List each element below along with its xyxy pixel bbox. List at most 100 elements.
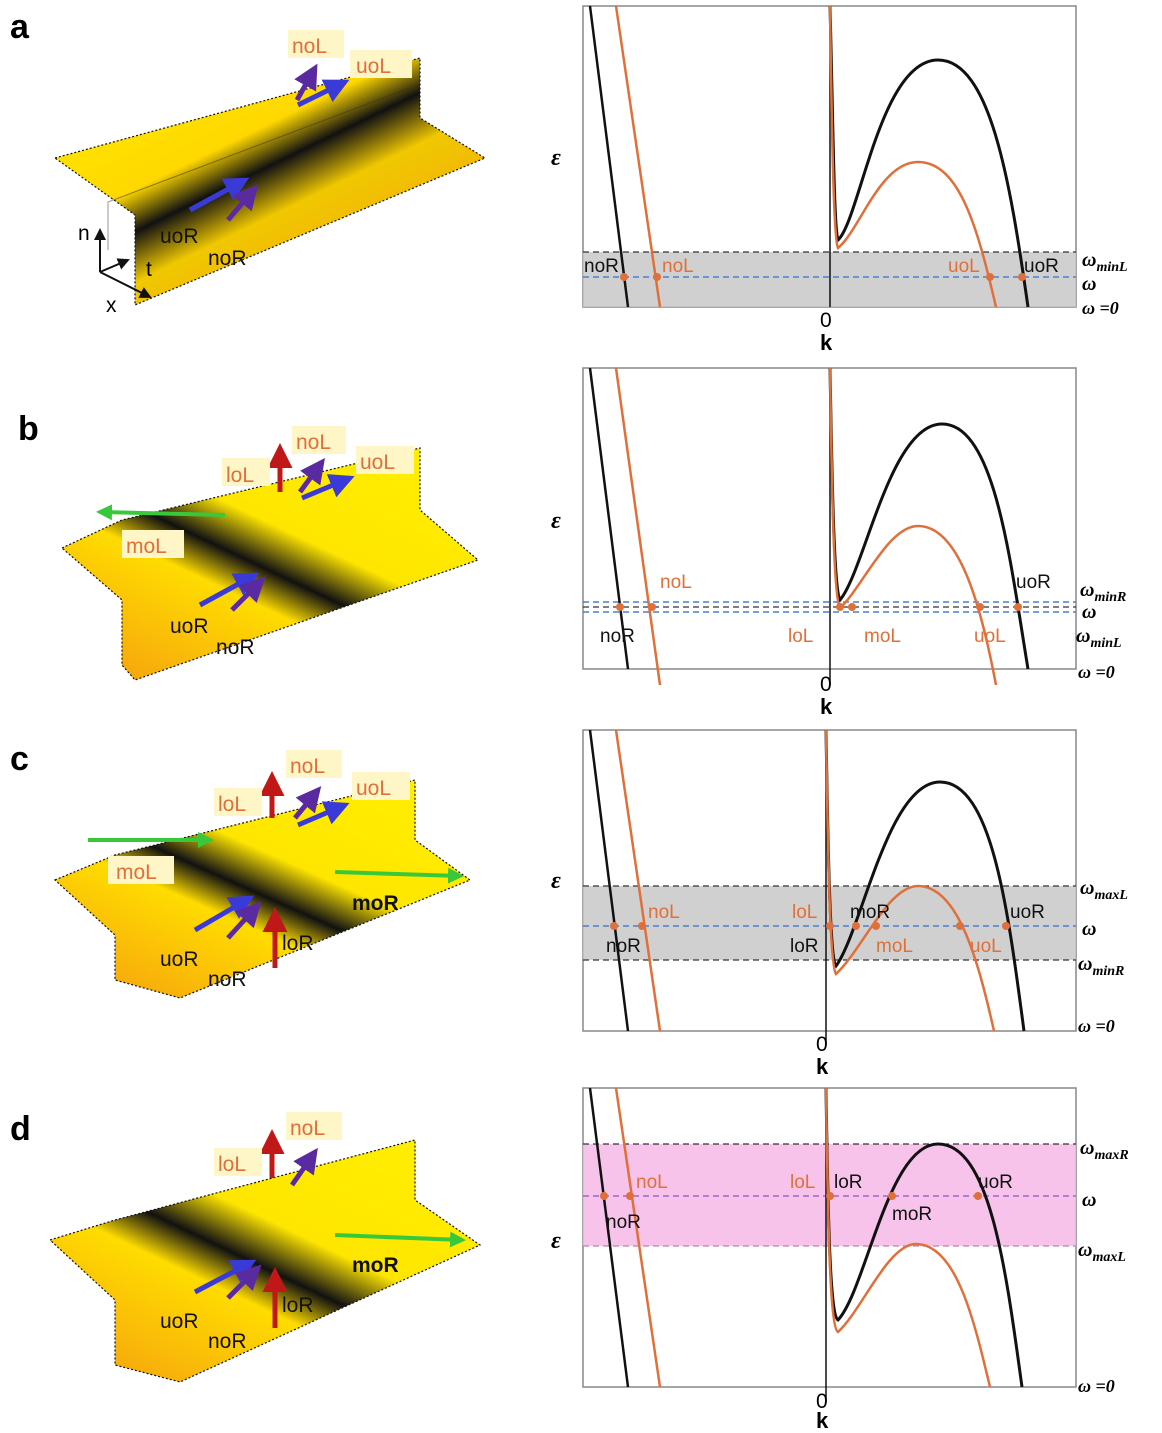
orange-branch-right <box>828 5 998 308</box>
omega-label: ωmaxL <box>1080 877 1128 903</box>
panel-a-plot: noR noL uoL uoR ε 0 k ωminL ω ω =0 <box>551 5 1128 355</box>
curve-label: noL <box>648 902 680 923</box>
axis-x-label: x <box>106 294 117 317</box>
curve-label: noR <box>584 256 619 277</box>
label-moL: moL <box>116 861 157 884</box>
panel-b-surface <box>60 447 480 681</box>
y-axis-epsilon: ε <box>551 508 561 534</box>
x-axis-k: k <box>816 1054 829 1079</box>
omega-label: ω =0 <box>1078 662 1115 682</box>
omega-label: ωminL <box>1076 625 1122 651</box>
label-loL: loL <box>218 793 246 816</box>
panel-a: a n x t noL uoL uoR noR <box>10 5 1128 355</box>
curve-label: loL <box>792 902 817 923</box>
omega-label: ω =0 <box>1082 298 1119 318</box>
label-noR: noR <box>216 636 255 659</box>
label-moL: moL <box>126 535 167 558</box>
omega-label: ωmaxL <box>1078 1239 1126 1265</box>
axis-t-label: t <box>146 258 152 281</box>
omega-label: ωminL <box>1082 249 1128 275</box>
curve-label: loR <box>790 936 819 957</box>
label-loL: loL <box>226 464 254 487</box>
intersection-dot <box>616 603 624 611</box>
label-noR: noR <box>208 968 247 991</box>
curve-label: moL <box>876 936 913 957</box>
omega-label: ω <box>1082 601 1096 623</box>
x-axis-k: k <box>820 330 833 355</box>
panel-a-surface <box>53 57 487 306</box>
curve-label: moR <box>892 1204 932 1225</box>
intersection-dot <box>1002 922 1010 930</box>
label-loR: loR <box>282 932 314 955</box>
panel-b-arrows <box>96 443 355 612</box>
x-zero-tick: 0 <box>820 673 832 696</box>
omega-label: ω <box>1082 273 1096 295</box>
x-axis-k: k <box>820 694 833 719</box>
label-noL: noL <box>290 1117 325 1140</box>
panel-c-surface <box>53 779 472 999</box>
intersection-dot <box>653 273 661 281</box>
curve-label: noR <box>606 1212 641 1233</box>
omega-label: ωminR <box>1078 953 1124 979</box>
label-uoR: uoR <box>160 1310 199 1333</box>
curve-label: noR <box>600 626 635 647</box>
panel-c-arrows <box>88 771 464 968</box>
panel-b: b loL noL uoL moL uoR noR <box>18 367 1126 719</box>
curve-label: uoR <box>1010 902 1045 923</box>
intersection-dot <box>974 1192 982 1200</box>
curve-label: uoL <box>970 936 1002 957</box>
label-moR: moR <box>352 1254 399 1277</box>
intersection-dot <box>872 922 880 930</box>
label-moR: moR <box>352 892 399 915</box>
intersection-dot <box>620 273 628 281</box>
intersection-dot <box>836 603 844 611</box>
label-noR: noR <box>208 1330 247 1353</box>
panel-a-letter: a <box>10 8 30 46</box>
panel-d: d loL noL moR uoR loR noR <box>10 1087 1129 1433</box>
intersection-dot <box>976 603 984 611</box>
panel-d-plot: noL loL loR uoR noR moR ε 0 k ωmaxR ω ωm… <box>551 1087 1129 1433</box>
curve-label: moL <box>864 626 901 647</box>
x-zero-tick: 0 <box>816 1390 828 1413</box>
curve-label: noL <box>660 572 692 593</box>
label-loR: loR <box>282 1294 314 1317</box>
intersection-dot <box>852 922 860 930</box>
label-loL: loL <box>218 1153 246 1176</box>
intersection-dot <box>626 1192 634 1200</box>
curve-label: uoR <box>1024 256 1059 277</box>
panel-d-surface <box>48 1139 482 1383</box>
panel-c-letter: c <box>10 740 29 778</box>
axis-n-label: n <box>78 222 90 245</box>
orange-branch-left <box>614 5 662 308</box>
intersection-dot <box>848 603 856 611</box>
omega-label: ωmaxR <box>1080 1137 1129 1163</box>
label-noL: noL <box>296 431 331 454</box>
x-axis-k: k <box>816 1408 829 1433</box>
curve-label: moR <box>850 902 890 923</box>
panel-c-plot: noL loL moR uoR noR loR moL uoL ε 0 k ωm… <box>551 729 1128 1079</box>
intersection-dot <box>600 1192 608 1200</box>
panel-d-letter: d <box>10 1110 31 1148</box>
label-uoR: uoR <box>170 615 209 638</box>
omega-label: ω =0 <box>1078 1376 1115 1396</box>
curve-label: noL <box>662 256 694 277</box>
panel-d-arrows <box>193 1129 466 1328</box>
curve-label: loL <box>788 626 813 647</box>
label-noR: noR <box>208 247 247 270</box>
panel-b-letter: b <box>18 410 39 448</box>
y-axis-epsilon: ε <box>551 145 561 171</box>
curve-label: noR <box>606 936 641 957</box>
intersection-dot <box>826 922 834 930</box>
curve-label: loL <box>790 1172 815 1193</box>
curve-label: loR <box>834 1172 863 1193</box>
omega-label: ω =0 <box>1078 1016 1115 1036</box>
label-noL: noL <box>290 755 325 778</box>
curve-label: uoR <box>978 1172 1013 1193</box>
intersection-dot <box>648 603 656 611</box>
black-branch-left <box>588 5 630 308</box>
intersection-dot <box>610 922 618 930</box>
intersection-dot <box>956 922 964 930</box>
panel-b-plot: noL uoR noR loL moL uoL ε 0 k ωminR ω ωm… <box>551 367 1126 719</box>
curve-label: uoL <box>948 256 980 277</box>
